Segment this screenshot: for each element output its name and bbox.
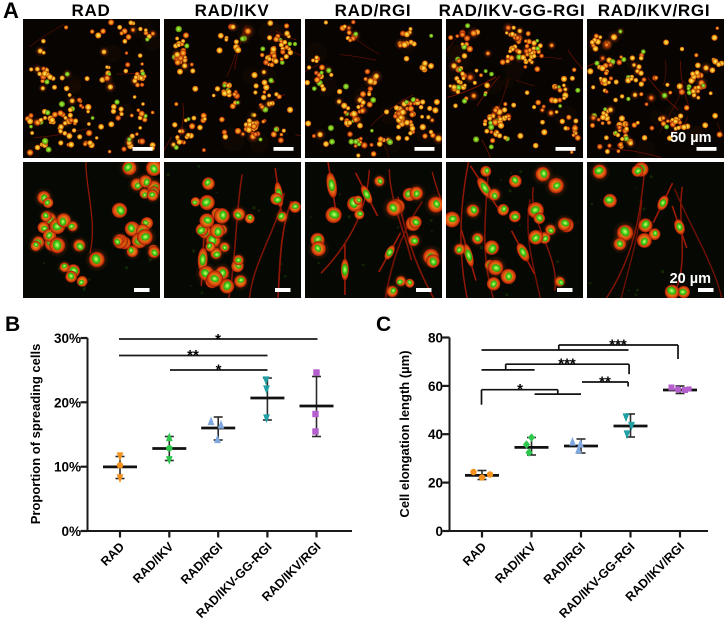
svg-text:10%: 10% bbox=[54, 460, 81, 475]
svg-text:RAD/RGI: RAD/RGI bbox=[541, 540, 588, 587]
svg-text:0%: 0% bbox=[61, 524, 81, 539]
svg-text:30%: 30% bbox=[54, 331, 81, 346]
svg-text:**: ** bbox=[599, 374, 611, 391]
svg-text:*: * bbox=[216, 362, 222, 379]
svg-text:50 µm: 50 µm bbox=[670, 130, 711, 146]
svg-text:Proportion of spreading cells: Proportion of spreading cells bbox=[28, 344, 43, 525]
svg-text:RAD: RAD bbox=[72, 1, 111, 20]
svg-text:**: ** bbox=[187, 347, 199, 364]
svg-text:20 µm: 20 µm bbox=[670, 271, 711, 287]
svg-text:RAD/IKV/RGI: RAD/IKV/RGI bbox=[598, 1, 711, 20]
svg-text:C: C bbox=[376, 313, 391, 336]
svg-text:RAD/RGI: RAD/RGI bbox=[178, 540, 225, 587]
svg-text:Cell elongation length (µm): Cell elongation length (µm) bbox=[397, 350, 412, 517]
svg-text:***: *** bbox=[609, 337, 627, 354]
svg-text:***: *** bbox=[558, 356, 576, 373]
svg-text:RAD: RAD bbox=[460, 540, 489, 569]
svg-text:RAD/IKV: RAD/IKV bbox=[195, 1, 270, 20]
svg-text:80: 80 bbox=[428, 331, 443, 346]
svg-text:0: 0 bbox=[435, 524, 443, 539]
svg-text:*: * bbox=[215, 331, 221, 348]
svg-text:RAD/IKV: RAD/IKV bbox=[130, 539, 177, 586]
svg-text:RAD/RGI: RAD/RGI bbox=[335, 1, 412, 20]
svg-text:60: 60 bbox=[428, 379, 443, 394]
svg-text:40: 40 bbox=[428, 427, 443, 442]
svg-text:RAD: RAD bbox=[98, 540, 127, 569]
svg-text:RAD/IKV: RAD/IKV bbox=[492, 539, 539, 586]
svg-text:B: B bbox=[5, 313, 20, 336]
svg-text:20%: 20% bbox=[54, 395, 81, 410]
svg-text:20: 20 bbox=[428, 476, 443, 491]
svg-text:*: * bbox=[517, 381, 523, 398]
svg-text:RAD/IKV-GG-RGI: RAD/IKV-GG-RGI bbox=[439, 1, 586, 20]
svg-text:A: A bbox=[3, 0, 19, 23]
